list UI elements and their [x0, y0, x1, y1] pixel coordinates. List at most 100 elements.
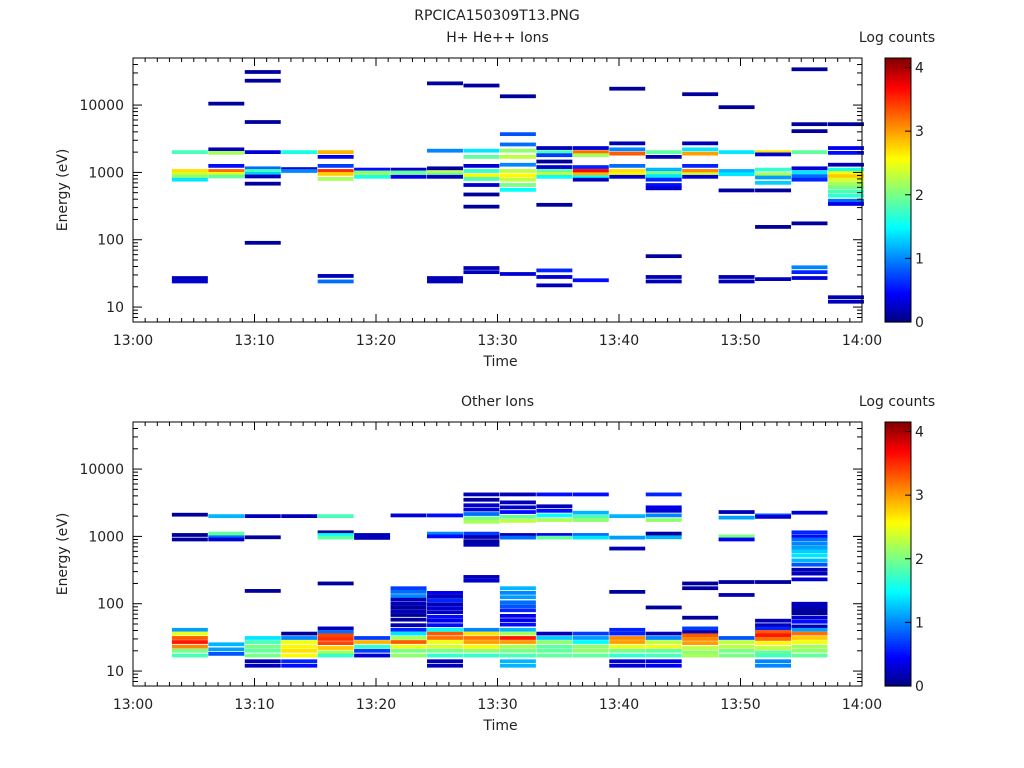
heatmap-cell: [572, 644, 609, 649]
heatmap-cell: [645, 659, 682, 664]
heatmap-cell: [281, 648, 318, 653]
colorbar-swatch: [885, 147, 911, 151]
heatmap-cell: [463, 163, 500, 168]
heatmap-cell: [718, 188, 755, 193]
y-tick-label: 100: [97, 597, 124, 613]
heatmap-cell: [609, 631, 646, 636]
heatmap-cell: [645, 518, 682, 522]
heatmap-cell: [354, 172, 391, 177]
heatmap-cell: [317, 274, 354, 278]
heatmap-cell: [572, 165, 609, 169]
colorbar-swatch: [885, 659, 911, 663]
heatmap-cell: [281, 653, 318, 658]
heatmap-cell: [390, 627, 427, 632]
heatmap-cell: [244, 535, 281, 540]
heatmap-cell: [718, 644, 755, 649]
heatmap-cell: [171, 631, 208, 636]
colorbar-swatch: [885, 622, 911, 626]
heatmap-cell: [791, 601, 828, 606]
heatmap-cell: [609, 535, 646, 540]
colorbar-swatch: [885, 443, 911, 447]
colorbar-swatch: [885, 84, 911, 88]
heatmap-cell: [427, 598, 463, 603]
x-tick-label: 13:20: [356, 333, 396, 349]
heatmap-cell: [244, 640, 281, 644]
heatmap-cell: [609, 627, 646, 632]
heatmap-cell: [208, 647, 245, 652]
heatmap-cell: [572, 636, 609, 640]
heatmap-cell: [572, 146, 609, 150]
colorbar-swatch: [885, 290, 911, 294]
heatmap-cell: [354, 636, 391, 640]
colorbar-swatch: [885, 110, 911, 115]
heatmap-cell: [171, 512, 208, 517]
heatmap-cell: [718, 172, 755, 177]
heatmap-cell: [171, 636, 208, 640]
colorbar-swatch: [885, 126, 911, 130]
colorbar-swatch: [885, 269, 911, 273]
heatmap-cell: [499, 648, 536, 653]
heatmap-cell: [427, 631, 463, 636]
heatmap-cell: [281, 636, 318, 640]
heatmap-cell: [427, 636, 463, 640]
colorbar-swatch: [885, 620, 911, 624]
heatmap-cell: [208, 535, 245, 540]
heatmap-cell: [645, 505, 682, 510]
heatmap-cell: [755, 150, 792, 155]
colorbar-tick-label: 0: [915, 315, 924, 331]
colorbar-swatch: [885, 440, 911, 444]
colorbar-swatch: [885, 606, 911, 611]
heatmap-cell: [499, 631, 536, 636]
heatmap-cell: [791, 174, 828, 179]
heatmap-cell: [572, 510, 609, 515]
colorbar-swatch: [885, 192, 911, 196]
colorbar-swatch: [885, 490, 911, 494]
panel-title: Other Ions: [461, 394, 534, 410]
heatmap-cell: [244, 648, 281, 653]
heatmap-cell: [536, 535, 573, 540]
heatmap-cell: [499, 187, 536, 192]
heatmap-cell: [463, 539, 500, 544]
colorbar-swatch: [885, 274, 911, 278]
heatmap-cell: [827, 193, 864, 198]
colorbar-swatch: [885, 240, 911, 244]
heatmap-cell: [171, 279, 208, 284]
heatmap-cell: [463, 148, 500, 153]
heatmap-cell: [572, 172, 609, 177]
heatmap-cell: [390, 594, 427, 598]
heatmap-cell: [427, 174, 463, 179]
colorbar-swatch: [885, 646, 911, 650]
x-tick-label: 13:50: [720, 333, 760, 349]
colorbar-swatch: [885, 145, 911, 149]
heatmap-cell: [536, 169, 573, 173]
heatmap-cell: [317, 514, 354, 519]
colorbar-swatch: [885, 675, 911, 679]
colorbar-swatch: [885, 308, 911, 313]
colorbar-swatch: [885, 569, 911, 574]
colorbar-swatch: [885, 158, 911, 162]
heatmap-cell: [427, 590, 463, 595]
colorbar-swatch: [885, 234, 911, 239]
heatmap-cell: [791, 177, 828, 182]
colorbar-swatch: [885, 598, 911, 603]
heatmap-cell: [499, 169, 536, 173]
heatmap-cell: [171, 150, 208, 155]
colorbar-swatch: [885, 65, 911, 70]
heatmap-cell: [427, 648, 463, 653]
heatmap-cell: [427, 513, 463, 518]
heatmap-cell: [827, 198, 864, 203]
heatmap-cell: [572, 278, 609, 283]
colorbar-swatch: [885, 493, 911, 497]
heatmap-cell: [244, 240, 281, 245]
heatmap-cell: [390, 586, 427, 591]
colorbar-swatch: [885, 488, 911, 492]
colorbar-swatch: [885, 435, 911, 439]
heatmap-cell: [572, 175, 609, 180]
heatmap-cell: [499, 162, 536, 167]
heatmap-cell: [755, 646, 792, 650]
colorbar-swatch: [885, 131, 911, 136]
heatmap-cell: [463, 653, 500, 658]
heatmap-cell: [499, 627, 536, 632]
colorbar-swatch: [885, 314, 911, 318]
